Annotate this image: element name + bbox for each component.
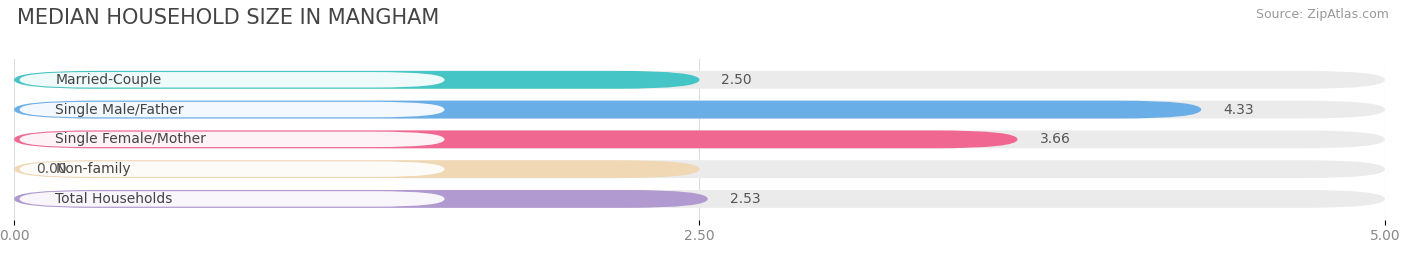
Text: 4.33: 4.33 bbox=[1223, 103, 1254, 117]
FancyBboxPatch shape bbox=[14, 101, 1385, 118]
FancyBboxPatch shape bbox=[14, 190, 1385, 208]
Text: MEDIAN HOUSEHOLD SIZE IN MANGHAM: MEDIAN HOUSEHOLD SIZE IN MANGHAM bbox=[17, 8, 439, 28]
Text: Total Households: Total Households bbox=[55, 192, 173, 206]
Text: Married-Couple: Married-Couple bbox=[55, 73, 162, 87]
FancyBboxPatch shape bbox=[14, 160, 700, 178]
Text: Source: ZipAtlas.com: Source: ZipAtlas.com bbox=[1256, 8, 1389, 21]
FancyBboxPatch shape bbox=[14, 101, 1201, 118]
FancyBboxPatch shape bbox=[20, 161, 444, 177]
Text: 2.53: 2.53 bbox=[730, 192, 761, 206]
FancyBboxPatch shape bbox=[14, 131, 1385, 148]
FancyBboxPatch shape bbox=[14, 160, 1385, 178]
Text: Single Male/Father: Single Male/Father bbox=[55, 103, 184, 117]
Text: 2.50: 2.50 bbox=[721, 73, 752, 87]
Text: 3.66: 3.66 bbox=[1039, 132, 1070, 146]
FancyBboxPatch shape bbox=[20, 102, 444, 117]
FancyBboxPatch shape bbox=[14, 131, 1018, 148]
FancyBboxPatch shape bbox=[20, 132, 444, 147]
FancyBboxPatch shape bbox=[14, 71, 700, 89]
Text: Non-family: Non-family bbox=[55, 162, 131, 176]
FancyBboxPatch shape bbox=[20, 72, 444, 88]
FancyBboxPatch shape bbox=[20, 191, 444, 207]
Text: Single Female/Mother: Single Female/Mother bbox=[55, 132, 207, 146]
FancyBboxPatch shape bbox=[14, 190, 707, 208]
FancyBboxPatch shape bbox=[14, 71, 1385, 89]
Text: 0.00: 0.00 bbox=[37, 162, 66, 176]
